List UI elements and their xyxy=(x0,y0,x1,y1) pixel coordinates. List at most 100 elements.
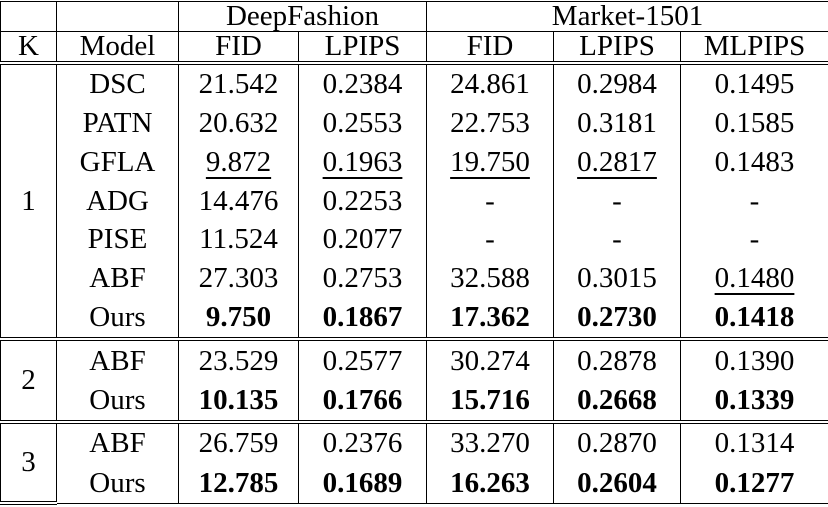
value-text: 16.263 xyxy=(450,467,530,499)
value-text: - xyxy=(485,185,495,217)
value-text: 0.2870 xyxy=(577,427,657,459)
value-cell: 10.135 xyxy=(179,381,299,422)
model-cell: ABF xyxy=(57,339,179,380)
value-text: 23.529 xyxy=(199,345,279,377)
value-text: 9.872 xyxy=(206,146,271,178)
value-text: 15.716 xyxy=(450,384,530,416)
value-text: 22.753 xyxy=(450,107,530,139)
header-row: DeepFashion Market-1501 xyxy=(1,2,828,32)
column-header: K xyxy=(1,32,57,64)
table-header: DeepFashion Market-1501 K Model FID LPIP… xyxy=(1,2,828,64)
value-cell: 0.1418 xyxy=(681,298,828,339)
empty-cell xyxy=(57,2,179,32)
empty-cell xyxy=(1,2,57,32)
model-cell: Ours xyxy=(57,298,179,339)
value-cell: - xyxy=(427,182,554,221)
value-cell: 20.632 xyxy=(179,104,299,143)
model-cell: PISE xyxy=(57,221,179,260)
value-cell: 11.524 xyxy=(179,221,299,260)
value-text: 24.861 xyxy=(450,68,530,100)
value-cell: - xyxy=(554,182,681,221)
value-cell: 12.785 xyxy=(179,464,299,503)
value-text: 0.1963 xyxy=(323,146,403,178)
value-cell: 30.274 xyxy=(427,339,554,380)
value-text: 33.270 xyxy=(450,427,530,459)
value-cell: 0.2384 xyxy=(299,63,427,104)
value-cell: 0.1390 xyxy=(681,339,828,380)
group-header: Market-1501 xyxy=(427,2,828,32)
value-cell: - xyxy=(554,221,681,260)
value-cell: 26.759 xyxy=(179,422,299,463)
value-text: 0.1390 xyxy=(715,345,795,377)
value-cell: 23.529 xyxy=(179,339,299,380)
value-cell: 0.2553 xyxy=(299,104,427,143)
value-cell: 0.2753 xyxy=(299,259,427,298)
value-text: 0.1480 xyxy=(715,262,795,294)
value-cell: 0.1339 xyxy=(681,381,828,422)
model-cell: GFLA xyxy=(57,143,179,182)
k-cell: 3 xyxy=(1,422,57,503)
k-cell: 1 xyxy=(1,63,57,339)
value-cell: 0.1314 xyxy=(681,422,828,463)
k-cell: 2 xyxy=(1,339,57,422)
value-cell: 0.2604 xyxy=(554,464,681,503)
value-cell: 9.872 xyxy=(179,143,299,182)
value-cell: - xyxy=(681,182,828,221)
table-row: ADG 14.476 0.2253 - - - xyxy=(1,182,828,221)
value-cell: 0.2730 xyxy=(554,298,681,339)
value-text: 0.2577 xyxy=(323,345,403,377)
column-header: MLPIPS xyxy=(681,32,828,64)
value-cell: 33.270 xyxy=(427,422,554,463)
value-text: 0.1339 xyxy=(715,384,795,416)
column-header: FID xyxy=(427,32,554,64)
column-header: LPIPS xyxy=(554,32,681,64)
model-cell: ADG xyxy=(57,182,179,221)
value-text: 0.2376 xyxy=(323,427,403,459)
value-text: 0.1867 xyxy=(323,301,403,333)
value-text: 0.1483 xyxy=(715,146,795,178)
value-cell: 0.1277 xyxy=(681,464,828,503)
value-text: 26.759 xyxy=(199,427,279,459)
value-text: 17.362 xyxy=(450,301,530,333)
value-text: - xyxy=(485,223,495,255)
value-cell: 17.362 xyxy=(427,298,554,339)
value-cell: 0.2376 xyxy=(299,422,427,463)
value-cell: 0.1483 xyxy=(681,143,828,182)
value-cell: 0.2878 xyxy=(554,339,681,380)
value-text: 0.1585 xyxy=(715,107,795,139)
value-text: 0.2253 xyxy=(323,185,403,217)
value-text: 30.274 xyxy=(450,345,530,377)
value-text: 0.1418 xyxy=(715,301,795,333)
value-cell: 0.3181 xyxy=(554,104,681,143)
value-text: 0.2878 xyxy=(577,345,657,377)
value-text: 14.476 xyxy=(199,185,279,217)
value-cell: 0.2870 xyxy=(554,422,681,463)
value-text: - xyxy=(612,185,622,217)
value-text: 0.2730 xyxy=(577,301,657,333)
value-cell: 16.263 xyxy=(427,464,554,503)
value-cell: 0.1585 xyxy=(681,104,828,143)
value-text: 11.524 xyxy=(199,223,278,255)
value-cell: - xyxy=(427,221,554,260)
value-text: 0.2384 xyxy=(323,68,403,100)
value-cell: 9.750 xyxy=(179,298,299,339)
value-cell: 0.2077 xyxy=(299,221,427,260)
value-text: 32.588 xyxy=(450,262,530,294)
value-text: 0.1495 xyxy=(715,68,795,100)
value-cell: 0.2984 xyxy=(554,63,681,104)
value-text: 0.1766 xyxy=(323,384,403,416)
header-row: K Model FID LPIPS FID LPIPS MLPIPS xyxy=(1,32,828,64)
model-cell: ABF xyxy=(57,422,179,463)
value-cell: 27.303 xyxy=(179,259,299,298)
value-text: 20.632 xyxy=(199,107,279,139)
